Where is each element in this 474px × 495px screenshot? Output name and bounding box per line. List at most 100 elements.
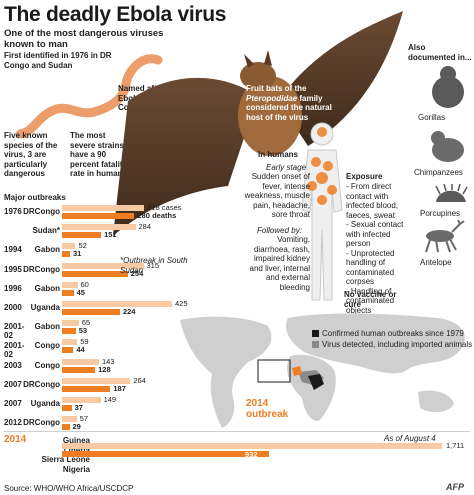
species-note: Five known species of the virus, 3 are p… xyxy=(4,131,58,178)
outbreak-row: Sudan* 284 151 xyxy=(0,222,200,240)
deaths-bar xyxy=(62,347,74,354)
first-identified-note: First identified in 1976 in DR Congo and… xyxy=(4,51,112,70)
current-year: 2014 xyxy=(4,434,27,445)
cases-value: 318 cases xyxy=(147,203,182,212)
cases-bar xyxy=(62,397,101,403)
outbreak-year: 1996 xyxy=(4,283,22,293)
cases-bar xyxy=(62,443,442,449)
outbreak-year: 1995 xyxy=(4,264,22,274)
cases-value: 57 xyxy=(79,414,89,424)
deaths-bar xyxy=(62,405,72,411)
outbreak-year: 2001-02 xyxy=(4,322,25,341)
cases-value: 284 xyxy=(138,222,152,232)
source-note: Source: WHO/WHO Africa/USCDCP xyxy=(4,484,134,493)
current-country: Liberia xyxy=(63,445,90,455)
outbreak-country: Uganda xyxy=(30,303,60,312)
outbreak-year: 2007 xyxy=(4,399,22,408)
outbreak-country: DRCongo xyxy=(23,207,60,216)
animal-label-chimpanzees: Chimpanzees xyxy=(414,168,463,177)
exposure-item: - Unprotected handling of contaminated c… xyxy=(346,248,395,287)
exposure-item: - Sexual contact with infected person xyxy=(346,220,404,248)
exposure-heading: Exposure xyxy=(346,172,383,181)
followed-by-text: Vomiting, diarrhoea, rash, impaired kidn… xyxy=(249,235,310,292)
cases-value: 425 xyxy=(175,299,188,308)
as-of-date: As of August 4 xyxy=(384,434,436,443)
outbreak-year: 2001-02 xyxy=(4,341,25,360)
cases-value: 315 xyxy=(146,260,160,270)
legend-detected-swatch xyxy=(312,341,319,348)
current-country: Nigeria xyxy=(62,464,90,474)
current-country: Guinea xyxy=(62,436,90,445)
outbreak-year: 2000 xyxy=(4,303,22,312)
bat-host-note: Fruit bats of the Pteropodidae family co… xyxy=(246,84,336,122)
exposure-item: - From direct contact with infected bloo… xyxy=(346,182,399,220)
outbreak-year: 2007 xyxy=(4,379,22,389)
deaths-value: 29 xyxy=(72,422,81,432)
deaths-bar xyxy=(62,251,71,258)
world-map xyxy=(180,313,465,428)
deaths-value: 128 xyxy=(98,364,111,374)
outbreak-country: Gabon xyxy=(34,245,60,255)
deaths-value: 44 xyxy=(76,345,85,355)
outbreak-row: 2001-02 Congo 59 44 xyxy=(0,337,200,359)
gorilla-icon xyxy=(432,66,464,108)
animal-label-porcupines: Porcupines xyxy=(420,209,461,218)
deaths-value: 187 xyxy=(113,383,126,393)
cases-value: 65 xyxy=(81,318,91,328)
deaths-bar xyxy=(62,289,74,296)
page-subtitle: One of the most dangerous viruses known … xyxy=(4,28,164,50)
early-stage-label: Early stage xyxy=(266,163,307,172)
outbreak-year: 2003 xyxy=(4,360,22,370)
animal-label-antelope: Antelope xyxy=(420,258,452,267)
animal-label-gorillas: Gorillas xyxy=(418,113,446,122)
chimpanzee-icon xyxy=(431,131,464,162)
bat-note-family: Pteropodidae xyxy=(246,93,298,103)
outbreaks-heading: Major outbreaks xyxy=(4,193,66,202)
deaths-value: 31 xyxy=(73,249,82,259)
cases-bar xyxy=(62,205,145,211)
deaths-value: 280 deaths xyxy=(137,211,177,220)
deaths-bar xyxy=(62,366,96,373)
cases-value: 52 xyxy=(78,241,87,251)
outbreak-year: 1994 xyxy=(4,245,22,255)
bat-note-pre: Fruit bats of the xyxy=(246,84,307,93)
deaths-bar xyxy=(62,424,70,431)
outbreak-2014-label: 2014 outbreak xyxy=(246,398,289,420)
followed-by-label: Followed by: xyxy=(257,226,302,235)
exposure-list: - From direct contact with infected bloo… xyxy=(346,182,410,315)
sudan-footnote: *Outbreak in South Sudan xyxy=(120,256,188,275)
antelope-icon xyxy=(425,220,465,253)
outbreak-country: DRCongo xyxy=(23,418,60,428)
outbreak-country: Sudan* xyxy=(32,226,60,236)
cases-value: 143 xyxy=(102,356,115,366)
cases-bar xyxy=(62,281,78,288)
cases-bar xyxy=(62,339,78,346)
humans-heading: In humans xyxy=(258,150,299,159)
deaths-bar xyxy=(62,451,269,457)
legend-confirmed-label: Confirmed human outbreaks since 1979 xyxy=(322,329,464,338)
cases-bar xyxy=(62,243,76,250)
outbreak-country: Congo xyxy=(34,360,60,370)
cases-value: 264 xyxy=(133,375,146,385)
outbreak-row: 1995 DRCongo 315 254 xyxy=(0,261,200,279)
deaths-bar xyxy=(62,213,135,219)
cases-bar xyxy=(62,301,172,307)
deaths-bar xyxy=(62,309,120,315)
deaths-bar xyxy=(62,270,128,277)
outbreak-row: 1994 Gabon 52 31 xyxy=(0,241,200,259)
cases-value: 1,711 xyxy=(446,441,465,450)
cases-value: 149 xyxy=(103,395,117,404)
outbreak-row: 2012 DRCongo 57 29 xyxy=(0,414,200,432)
outbreak-row: 1976 DRCongo 318 cases 280 deaths xyxy=(0,203,200,221)
outbreak-country: Gabon xyxy=(34,283,60,293)
divider xyxy=(4,431,470,432)
deaths-value: 37 xyxy=(74,403,83,412)
no-vaccine-note: No vaccine or cure xyxy=(344,290,397,309)
cases-bar xyxy=(62,358,99,365)
deaths-value: 224 xyxy=(122,307,136,316)
outbreak-row: 2003 Congo 143 128 xyxy=(0,357,200,375)
outbreak-country: Gabon xyxy=(34,322,60,332)
porcupine-icon xyxy=(435,184,468,202)
strains-note: The most severe strains have a 90 percen… xyxy=(70,131,127,178)
legend-detected-label: Virus detected, including imported anima… xyxy=(322,340,473,349)
